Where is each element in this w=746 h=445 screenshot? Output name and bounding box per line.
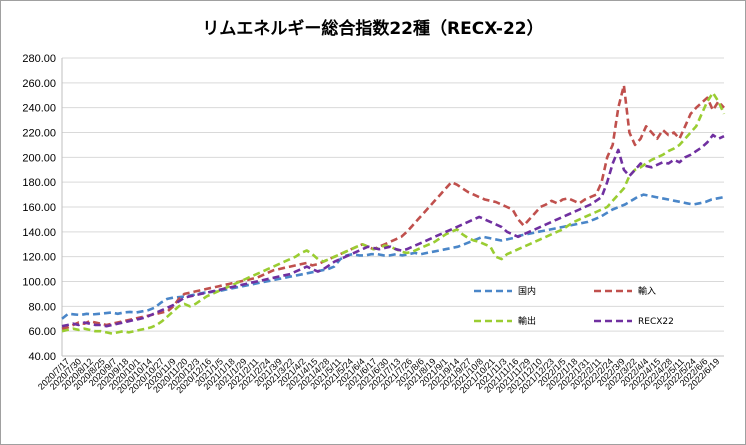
y-tick-label: 200.00: [22, 152, 56, 164]
legend-label: 輸入: [638, 285, 656, 297]
y-tick-label: 240.00: [22, 103, 56, 115]
y-tick-label: 260.00: [22, 78, 56, 90]
y-tick-label: 140.00: [22, 227, 56, 239]
x-axis: 2020/7/172020/7/302020/8/122020/8/252020…: [36, 356, 721, 395]
y-tick-label: 60.00: [28, 326, 56, 338]
y-tick-label: 180.00: [22, 177, 56, 189]
y-tick-label: 120.00: [22, 252, 56, 264]
series-layer: [61, 84, 726, 335]
y-tick-label: 40.00: [28, 351, 56, 363]
chart-title: リムエネルギー総合指数22種（RECX-22）: [202, 19, 544, 39]
series-line-4: [61, 133, 725, 328]
y-axis: 40.00 60.00 80.00 100.00 120.00 140.00 160.00 1…: [22, 53, 56, 363]
y-tick-label: 280.00: [22, 53, 56, 65]
y-tick-label: 100.00: [22, 277, 56, 289]
y-tick-label: 80.00: [28, 301, 56, 313]
legend-label: 輸出: [518, 315, 536, 327]
legend-label: RECX22: [638, 317, 674, 327]
y-tick-label: 220.00: [22, 128, 56, 140]
grid-layer: [61, 57, 724, 357]
series-line-2: [61, 84, 725, 330]
legend-label: 国内: [518, 285, 536, 297]
y-tick-label: 160.00: [22, 202, 56, 214]
series-line-1: [61, 193, 725, 320]
series-line-3: [61, 91, 726, 335]
